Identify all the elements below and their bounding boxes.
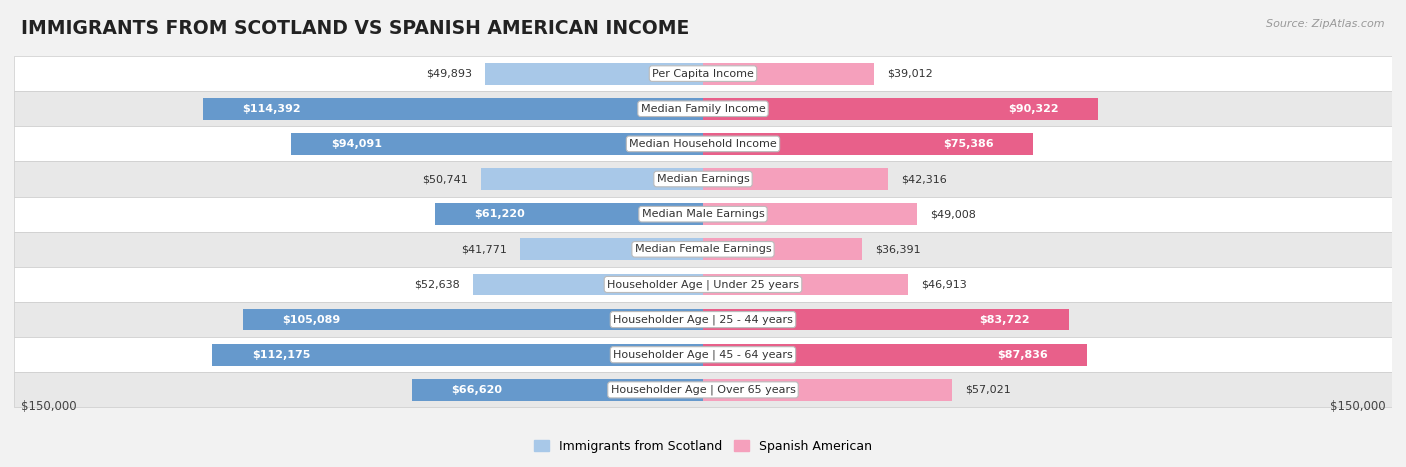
Text: $36,391: $36,391 xyxy=(876,244,921,255)
Text: Median Household Income: Median Household Income xyxy=(628,139,778,149)
Bar xyxy=(412,379,703,401)
Text: IMMIGRANTS FROM SCOTLAND VS SPANISH AMERICAN INCOME: IMMIGRANTS FROM SCOTLAND VS SPANISH AMER… xyxy=(21,19,689,38)
Bar xyxy=(436,203,703,225)
Text: $112,175: $112,175 xyxy=(252,350,311,360)
Text: $61,220: $61,220 xyxy=(475,209,526,219)
Bar xyxy=(703,379,952,401)
Text: $49,008: $49,008 xyxy=(931,209,976,219)
Text: Median Male Earnings: Median Male Earnings xyxy=(641,209,765,219)
Text: Source: ZipAtlas.com: Source: ZipAtlas.com xyxy=(1267,19,1385,28)
Text: Householder Age | 25 - 44 years: Householder Age | 25 - 44 years xyxy=(613,314,793,325)
Text: Median Female Earnings: Median Female Earnings xyxy=(634,244,772,255)
Bar xyxy=(14,126,1392,162)
Text: $42,316: $42,316 xyxy=(901,174,948,184)
Text: $52,638: $52,638 xyxy=(413,279,460,290)
Text: $90,322: $90,322 xyxy=(1008,104,1059,114)
Text: $87,836: $87,836 xyxy=(997,350,1047,360)
Bar xyxy=(703,239,862,260)
Bar xyxy=(703,344,1087,366)
Bar xyxy=(520,239,703,260)
Text: $94,091: $94,091 xyxy=(330,139,382,149)
Bar xyxy=(14,197,1392,232)
Text: $75,386: $75,386 xyxy=(943,139,994,149)
Text: $83,722: $83,722 xyxy=(979,315,1029,325)
Bar xyxy=(212,344,703,366)
Text: Householder Age | 45 - 64 years: Householder Age | 45 - 64 years xyxy=(613,349,793,360)
Bar xyxy=(703,98,1098,120)
Text: Per Capita Income: Per Capita Income xyxy=(652,69,754,78)
Bar xyxy=(202,98,703,120)
Text: $66,620: $66,620 xyxy=(451,385,502,395)
Bar xyxy=(291,133,703,155)
Text: Median Family Income: Median Family Income xyxy=(641,104,765,114)
Bar xyxy=(243,309,703,331)
Text: Householder Age | Over 65 years: Householder Age | Over 65 years xyxy=(610,385,796,395)
Text: $114,392: $114,392 xyxy=(242,104,301,114)
Bar xyxy=(703,309,1069,331)
Bar xyxy=(481,168,703,190)
Bar xyxy=(14,56,1392,91)
Bar xyxy=(472,274,703,295)
Bar xyxy=(14,162,1392,197)
Bar xyxy=(703,168,889,190)
Bar xyxy=(703,63,873,85)
Bar xyxy=(485,63,703,85)
Bar xyxy=(703,274,908,295)
Text: Median Earnings: Median Earnings xyxy=(657,174,749,184)
Text: $41,771: $41,771 xyxy=(461,244,508,255)
Text: $105,089: $105,089 xyxy=(283,315,340,325)
Legend: Immigrants from Scotland, Spanish American: Immigrants from Scotland, Spanish Americ… xyxy=(529,435,877,458)
Bar xyxy=(14,337,1392,372)
Bar xyxy=(14,302,1392,337)
Bar xyxy=(703,203,917,225)
Bar xyxy=(703,133,1033,155)
Text: $150,000: $150,000 xyxy=(21,400,76,413)
Bar xyxy=(14,91,1392,126)
Text: Householder Age | Under 25 years: Householder Age | Under 25 years xyxy=(607,279,799,290)
Bar xyxy=(14,267,1392,302)
Bar xyxy=(14,232,1392,267)
Text: $39,012: $39,012 xyxy=(887,69,932,78)
Text: $50,741: $50,741 xyxy=(422,174,468,184)
Text: $150,000: $150,000 xyxy=(1330,400,1385,413)
Bar xyxy=(14,372,1392,407)
Text: $46,913: $46,913 xyxy=(921,279,967,290)
Text: $49,893: $49,893 xyxy=(426,69,471,78)
Text: $57,021: $57,021 xyxy=(966,385,1011,395)
